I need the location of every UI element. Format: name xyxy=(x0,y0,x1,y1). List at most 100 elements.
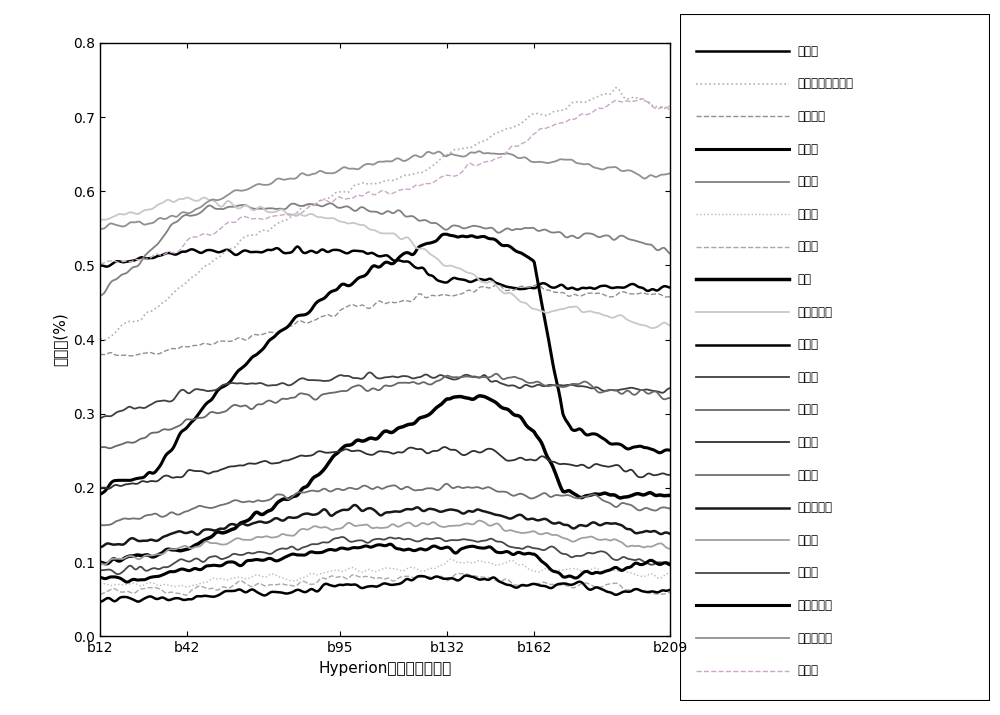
Line: 花岗岩: 花岗岩 xyxy=(100,203,670,296)
英云閃长岩 xyxy=(280,175,292,184)
Line: 半花岗岩，细晶岩: 半花岗岩，细晶岩 xyxy=(100,88,670,340)
花岗岩 xyxy=(324,199,336,207)
苏长岩 xyxy=(474,516,486,525)
Text: 纯橄榄岩: 纯橄榄岩 xyxy=(798,110,826,123)
半花岗岩，细晶岩 xyxy=(164,292,176,300)
基底 xyxy=(94,558,106,566)
斜长岩 xyxy=(337,533,349,541)
花岗岩 xyxy=(163,225,175,233)
石灰岩 xyxy=(441,480,453,488)
閃长岩 xyxy=(664,470,676,479)
安山岩 xyxy=(454,275,466,284)
苏长岩 xyxy=(98,561,110,569)
煌斑岩 xyxy=(181,583,193,591)
宽霞岩 xyxy=(664,394,676,403)
方解石 xyxy=(94,490,106,498)
石灰岩 xyxy=(321,485,333,494)
方解石 xyxy=(454,232,466,241)
石灰岩 xyxy=(455,483,467,492)
碱性花岗岩 xyxy=(94,216,106,225)
流纹岩 xyxy=(454,373,466,382)
辉綠岩 xyxy=(281,581,293,589)
方解石 xyxy=(438,230,450,239)
安山岩 xyxy=(510,284,522,292)
Line: 方解石: 方解石 xyxy=(100,235,670,494)
碱性花岗岩 xyxy=(181,193,193,202)
纯橄榄岩 xyxy=(164,345,176,353)
宽霞岩 xyxy=(281,395,293,403)
正长岩 xyxy=(320,196,332,204)
英云閃长岩 xyxy=(507,151,519,159)
基底 xyxy=(100,559,112,568)
半花岗岩，细晶岩 xyxy=(510,122,522,130)
碱性花岗岩 xyxy=(454,265,466,273)
安山岩 xyxy=(94,262,106,270)
石英二长岩 xyxy=(507,513,519,522)
玄武安山岩 xyxy=(281,552,293,561)
苦橄岩 xyxy=(320,579,332,588)
苦橄岩 xyxy=(280,589,292,598)
纯橄榄岩 xyxy=(94,350,106,358)
苦橄岩 xyxy=(94,598,106,606)
煌斑岩 xyxy=(163,581,175,590)
半花岗岩，细晶岩 xyxy=(321,194,333,202)
安山岩 xyxy=(291,242,303,251)
碱性花岗岩 xyxy=(507,290,519,299)
玄武安山岩 xyxy=(511,548,523,557)
煌斑岩 xyxy=(508,557,520,566)
玄武安山岩 xyxy=(164,568,176,576)
半花岗岩，细晶岩 xyxy=(611,84,623,92)
安山岩 xyxy=(321,247,333,256)
基底 xyxy=(664,491,676,500)
碱性花岗岩 xyxy=(664,321,676,330)
安山岩 xyxy=(643,287,655,295)
碱性花岗岩 xyxy=(163,195,175,204)
Line: 閃长岩: 閃长岩 xyxy=(100,447,670,488)
英云閃长岩 xyxy=(94,225,106,233)
纯橄榄岩 xyxy=(508,286,520,295)
Text: 方解石: 方解石 xyxy=(798,142,819,155)
玄武安山岩 xyxy=(121,578,133,586)
花岗岩 xyxy=(320,201,332,209)
碱性花岗岩 xyxy=(647,324,659,332)
辉綠岩 xyxy=(321,574,333,583)
煌斑岩 xyxy=(511,560,523,568)
斜长岩 xyxy=(508,543,520,552)
Text: 宽霞岩: 宽霞岩 xyxy=(798,403,819,416)
基底 xyxy=(511,411,523,420)
苏长岩 xyxy=(321,523,333,532)
石灰岩 xyxy=(281,495,293,503)
煌斑岩 xyxy=(321,568,333,576)
閃长岩 xyxy=(94,483,106,492)
苦橄岩 xyxy=(507,582,519,591)
Text: 玄武安山岩: 玄武安山岩 xyxy=(798,599,833,612)
碱性花岗岩 xyxy=(510,293,522,302)
苦橄岩 xyxy=(453,576,465,585)
Line: 斜长岩: 斜长岩 xyxy=(100,537,670,574)
Text: 花岗岩: 花岗岩 xyxy=(798,175,819,188)
碱性花岗岩 xyxy=(281,209,293,218)
正长岩 xyxy=(453,170,465,179)
玄武安山岩 xyxy=(508,550,520,558)
基底 xyxy=(281,495,293,503)
纯橄榄岩 xyxy=(281,322,293,330)
安山岩 xyxy=(280,249,292,257)
玄武安山岩 xyxy=(94,573,106,581)
流纹岩 xyxy=(320,377,332,385)
安山岩 xyxy=(507,283,519,292)
斜长岩 xyxy=(94,566,106,575)
辉綠岩 xyxy=(511,581,523,589)
石英二长岩 xyxy=(664,530,676,538)
花岗岩 xyxy=(510,225,522,233)
煌斑岩 xyxy=(281,576,293,584)
正长岩 xyxy=(280,210,292,219)
半花岗岩，细晶岩 xyxy=(281,215,293,224)
石英二长岩 xyxy=(320,506,332,514)
Text: 辉綠岩: 辉綠岩 xyxy=(798,240,819,253)
英云閃长岩 xyxy=(163,213,175,222)
辉綠岩 xyxy=(180,591,192,599)
煌斑岩 xyxy=(445,555,457,563)
煌斑岩 xyxy=(94,579,106,588)
X-axis label: Hyperion数据对应的波段: Hyperion数据对应的波段 xyxy=(318,661,452,676)
英云閃长岩 xyxy=(320,169,332,177)
